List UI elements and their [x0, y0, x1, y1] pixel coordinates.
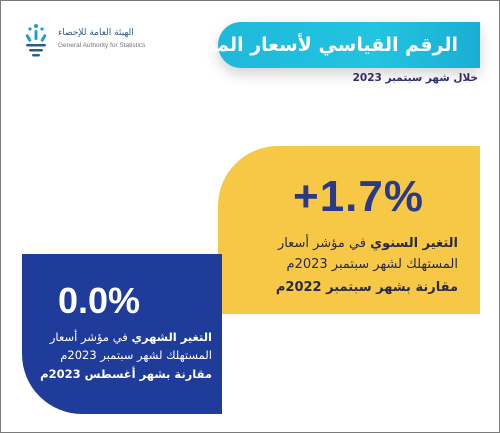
- period-subtitle: خلال شهر سبتمبر 2023: [352, 72, 478, 84]
- annual-change-card: [218, 146, 480, 314]
- gastat-logo-icon: [25, 24, 47, 57]
- page-title: الرقم القياسي لأسعار المستهلك: [152, 34, 458, 56]
- annual-change-label-bold: التغير السنوي: [370, 236, 458, 251]
- annual-change-label-rest: في مؤشر أسعار: [277, 236, 371, 251]
- monthly-change-label-rest: في مؤشر أسعار: [49, 330, 132, 344]
- monthly-change-value: 0.0%: [58, 280, 141, 321]
- annual-change-value: +1.7%: [293, 172, 424, 221]
- logo-name-english: General Authority for Statistics: [58, 42, 146, 49]
- annual-change-line2: المستهلك لشهر سبتمبر 2023م: [286, 257, 459, 272]
- monthly-change-line3: مقارنة بشهر أغسطس 2023م: [40, 367, 212, 381]
- monthly-change-line2: المستهلك لشهر سبتمبر 2023م: [60, 348, 212, 362]
- monthly-change-label: التغير الشهري في مؤشر أسعار: [50, 330, 212, 344]
- logo-name-arabic: الهيئة العامة للإحصاء: [58, 28, 134, 38]
- annual-change-label: التغير السنوي في مؤشر أسعار: [278, 236, 458, 251]
- title-banner: الرقم القياسي لأسعار المستهلك: [152, 22, 480, 68]
- monthly-change-card: [22, 254, 222, 414]
- monthly-change-label-bold: التغير الشهري: [131, 330, 212, 344]
- gastat-logo: الهيئة العامة للإحصاء General Authority …: [22, 22, 192, 66]
- annual-change-line3: مقارنة بشهر سبتمبر 2022م: [275, 280, 458, 295]
